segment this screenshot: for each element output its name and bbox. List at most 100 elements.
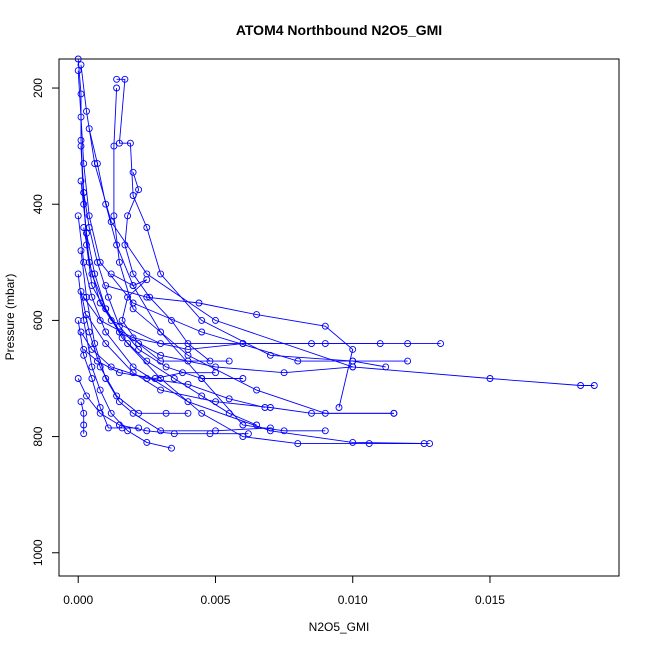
data-point	[365, 440, 373, 448]
series-19	[80, 345, 219, 382]
data-point	[420, 440, 428, 448]
data-point	[577, 382, 585, 389]
series-line	[77, 320, 139, 429]
data-point	[107, 270, 115, 278]
data-point	[77, 142, 85, 150]
data-point	[225, 395, 233, 403]
data-point	[124, 212, 132, 220]
data-point	[225, 357, 233, 365]
data-point	[102, 375, 110, 382]
data-point	[74, 270, 82, 278]
data-point	[135, 409, 143, 417]
data-point	[80, 160, 88, 168]
data-point	[121, 75, 129, 83]
data-point	[198, 409, 206, 417]
data-point	[349, 363, 357, 371]
data-point	[157, 375, 165, 382]
data-point	[184, 380, 192, 388]
data-point	[179, 369, 186, 377]
data-point	[80, 345, 88, 353]
data-point	[80, 430, 88, 438]
x-tick-label: 0.005	[200, 593, 230, 607]
data-point	[157, 328, 165, 336]
data-point	[126, 139, 134, 147]
data-point	[83, 107, 90, 115]
data-point	[376, 340, 384, 348]
series-line	[116, 78, 408, 362]
x-tick-label: 0.015	[475, 593, 505, 607]
data-point	[88, 363, 96, 371]
data-point	[244, 430, 252, 438]
series-line	[80, 291, 188, 414]
series-13	[77, 287, 192, 417]
data-point	[113, 392, 121, 400]
data-point	[195, 299, 203, 307]
data-point	[146, 293, 154, 301]
data-point	[143, 375, 151, 382]
data-point	[266, 351, 274, 359]
data-point	[113, 75, 121, 83]
data-point	[321, 427, 329, 435]
series-3	[77, 61, 598, 389]
series-4	[113, 75, 412, 365]
data-point	[96, 363, 104, 371]
data-point	[77, 61, 85, 69]
data-point	[280, 369, 288, 377]
x-axis: 0.000 0.005 0.010 0.015	[63, 576, 505, 607]
data-point	[239, 375, 247, 382]
series-20	[74, 375, 252, 438]
data-point	[239, 340, 247, 348]
chart-title: ATOM4 Northbound N2O5_GMI	[236, 22, 442, 38]
data-point	[184, 409, 192, 417]
data-point	[239, 421, 247, 429]
series-line	[77, 273, 172, 449]
data-point	[85, 328, 93, 336]
data-point	[115, 421, 123, 429]
series-line	[86, 314, 394, 414]
data-point	[93, 357, 101, 365]
data-point	[162, 409, 170, 417]
data-point	[124, 293, 132, 301]
data-point	[212, 369, 219, 377]
series-17	[83, 311, 398, 417]
data-point	[85, 224, 93, 231]
data-point	[80, 409, 88, 417]
data-point	[129, 334, 137, 342]
data-point	[170, 375, 178, 382]
data-point	[266, 427, 274, 435]
data-point	[212, 398, 219, 406]
series-8	[77, 177, 261, 429]
series-line	[80, 146, 353, 374]
x-axis-label: N2O5_GMI	[309, 620, 370, 634]
data-point	[88, 293, 96, 301]
data-point	[308, 409, 315, 417]
x-tick-label: 0.010	[338, 593, 368, 607]
series-line	[83, 349, 216, 379]
data-point	[335, 404, 343, 411]
series-line	[83, 296, 381, 350]
data-point	[104, 424, 112, 432]
data-point	[135, 345, 143, 353]
data-point	[91, 340, 99, 348]
data-point	[157, 340, 165, 348]
data-point	[294, 357, 302, 365]
data-point	[74, 55, 82, 63]
y-tick-label: 400	[31, 194, 45, 214]
data-point	[157, 386, 165, 394]
data-point	[96, 316, 104, 324]
data-point	[113, 84, 121, 92]
data-point	[77, 113, 85, 121]
series-15	[80, 293, 384, 353]
y-tick-label: 800	[31, 426, 45, 446]
data-point	[74, 375, 82, 382]
series-10	[80, 224, 428, 448]
data-point	[198, 316, 206, 324]
data-point	[96, 386, 104, 394]
data-point	[110, 212, 118, 220]
data-point	[253, 311, 261, 319]
y-tick-label: 200	[31, 78, 45, 98]
series-line	[77, 70, 386, 368]
data-point	[107, 409, 115, 417]
series-line	[80, 331, 266, 408]
data-point	[129, 282, 137, 290]
